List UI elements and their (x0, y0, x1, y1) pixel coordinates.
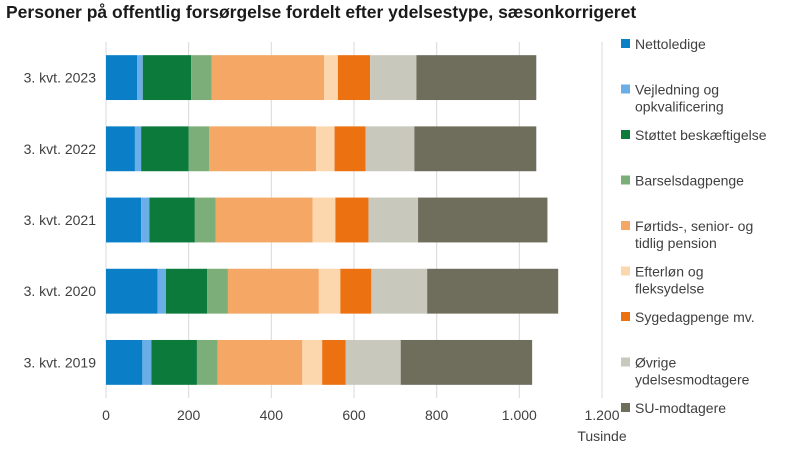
x-tick-label: 200 (177, 407, 201, 423)
category-label: 3. kvt. 2019 (24, 354, 97, 370)
bar-efterlon-og-fleksydelse-3-kvt-2022 (315, 126, 335, 172)
bar-nettoledige-3-kvt-2021 (106, 197, 142, 243)
legend-swatch-sygedagpenge-mv (621, 312, 630, 321)
bar-nettoledige-3-kvt-2023 (106, 55, 137, 101)
legend-label-ovrige-ydelsesmodtagere: Øvrige ydelsesmodtagere (635, 355, 750, 388)
legend-label-su-modtagere: SU-modtagere (635, 400, 726, 416)
bar-vejledning-og-opkvalificering-3-kvt-2022 (134, 126, 142, 172)
bar-vejledning-og-opkvalificering-3-kvt-2021 (141, 197, 150, 243)
bar-fortids-senior-og-tidlig-pension-3-kvt-2021 (215, 197, 313, 243)
bar-su-modtagere-3-kvt-2022 (414, 126, 537, 172)
bar-ovrige-ydelsesmodtagere-3-kvt-2021 (368, 197, 419, 243)
legend-label-sygedagpenge-mv: Sygedagpenge mv. (635, 309, 755, 325)
bar-sygedagpenge-mv-3-kvt-2019 (322, 339, 346, 385)
category-label: 3. kvt. 2021 (24, 212, 97, 228)
bar-efterlon-og-fleksydelse-3-kvt-2021 (312, 197, 336, 243)
x-axis-label: Tusinde (577, 428, 627, 444)
bar-barselsdagpenge-3-kvt-2023 (191, 55, 212, 101)
bar-efterlon-og-fleksydelse-3-kvt-2019 (302, 339, 323, 385)
x-tick-label: 400 (260, 407, 284, 423)
legend-label-vejledning-og-opkvalificering: Vejledning og opkvalificering (635, 82, 724, 115)
bar-barselsdagpenge-3-kvt-2020 (207, 268, 228, 314)
bar-ovrige-ydelsesmodtagere-3-kvt-2019 (345, 339, 401, 385)
bar-su-modtagere-3-kvt-2021 (418, 197, 548, 243)
bar-sygedagpenge-mv-3-kvt-2022 (334, 126, 366, 172)
bar-nettoledige-3-kvt-2020 (106, 268, 158, 314)
bar-efterlon-og-fleksydelse-3-kvt-2023 (324, 55, 338, 101)
x-tick-label: 0 (102, 407, 110, 423)
legend-label-efterlon-og-fleksydelse: Efterløn og fleksydelse (635, 264, 704, 297)
legend-swatch-nettoledige (621, 39, 630, 48)
legend-swatch-fortids-senior-og-tidlig-pension (621, 221, 630, 230)
bar-vejledning-og-opkvalificering-3-kvt-2023 (137, 55, 143, 101)
bar-efterlon-og-fleksydelse-3-kvt-2020 (318, 268, 341, 314)
bar-ovrige-ydelsesmodtagere-3-kvt-2020 (371, 268, 428, 314)
bar-su-modtagere-3-kvt-2023 (416, 55, 537, 101)
bar-barselsdagpenge-3-kvt-2021 (194, 197, 216, 243)
bar-vejledning-og-opkvalificering-3-kvt-2020 (157, 268, 166, 314)
bar-stottet-beskaeftigelse-3-kvt-2020 (165, 268, 208, 314)
chart-title: Personer på offentlig forsørgelse fordel… (6, 2, 637, 22)
bar-nettoledige-3-kvt-2019 (106, 339, 143, 385)
bar-ovrige-ydelsesmodtagere-3-kvt-2023 (370, 55, 417, 101)
x-tick-label: 1.200 (584, 407, 619, 423)
bar-barselsdagpenge-3-kvt-2019 (196, 339, 218, 385)
bar-fortids-senior-og-tidlig-pension-3-kvt-2020 (227, 268, 319, 314)
bar-ovrige-ydelsesmodtagere-3-kvt-2022 (365, 126, 415, 172)
x-tick-label: 800 (425, 407, 449, 423)
bar-fortids-senior-og-tidlig-pension-3-kvt-2019 (217, 339, 303, 385)
legend-label-barselsdagpenge: Barselsdagpenge (635, 173, 744, 189)
legend-swatch-su-modtagere (621, 403, 630, 412)
legend-label-nettoledige: Nettoledige (635, 36, 706, 52)
category-label: 3. kvt. 2023 (24, 70, 97, 86)
legend-swatch-stottet-beskaeftigelse (621, 130, 630, 139)
legend-swatch-barselsdagpenge (621, 175, 630, 185)
legend-swatch-efterlon-og-fleksydelse (621, 266, 630, 276)
bar-stottet-beskaeftigelse-3-kvt-2019 (151, 339, 197, 385)
bar-fortids-senior-og-tidlig-pension-3-kvt-2022 (209, 126, 316, 172)
bar-stottet-beskaeftigelse-3-kvt-2023 (142, 55, 192, 101)
bar-fortids-senior-og-tidlig-pension-3-kvt-2023 (211, 55, 325, 101)
legend: Nettoledige Vejledning og opkvalificering S… (621, 36, 767, 416)
axes: 0 200 400 600 800 1.000 1.200 Tusinde 3. kvt. 20… (24, 70, 627, 444)
x-tick-label: 1.000 (502, 407, 537, 423)
bar-nettoledige-3-kvt-2022 (106, 126, 135, 172)
bar-sygedagpenge-mv-3-kvt-2023 (337, 55, 371, 101)
bar-stottet-beskaeftigelse-3-kvt-2022 (141, 126, 189, 172)
bar-sygedagpenge-mv-3-kvt-2020 (340, 268, 372, 314)
bar-sygedagpenge-mv-3-kvt-2021 (335, 197, 369, 243)
legend-label-fortids-senior-og-tidlig-pension: Førtids-, senior- og tidlig pension (635, 218, 753, 251)
category-label: 3. kvt. 2022 (24, 141, 97, 157)
legend-swatch-ovrige-ydelsesmodtagere (621, 357, 630, 367)
x-tick-label: 600 (342, 407, 366, 423)
bar-stottet-beskaeftigelse-3-kvt-2021 (149, 197, 195, 243)
bar-vejledning-og-opkvalificering-3-kvt-2019 (142, 339, 152, 385)
category-label: 3. kvt. 2020 (24, 283, 97, 299)
bar-barselsdagpenge-3-kvt-2022 (188, 126, 210, 172)
bar-su-modtagere-3-kvt-2020 (427, 268, 559, 314)
legend-label-stottet-beskaeftigelse: Støttet beskæftigelse (635, 127, 767, 143)
bar-su-modtagere-3-kvt-2019 (400, 339, 533, 385)
legend-swatch-vejledning-og-opkvalificering (621, 84, 630, 94)
bars (106, 55, 559, 385)
